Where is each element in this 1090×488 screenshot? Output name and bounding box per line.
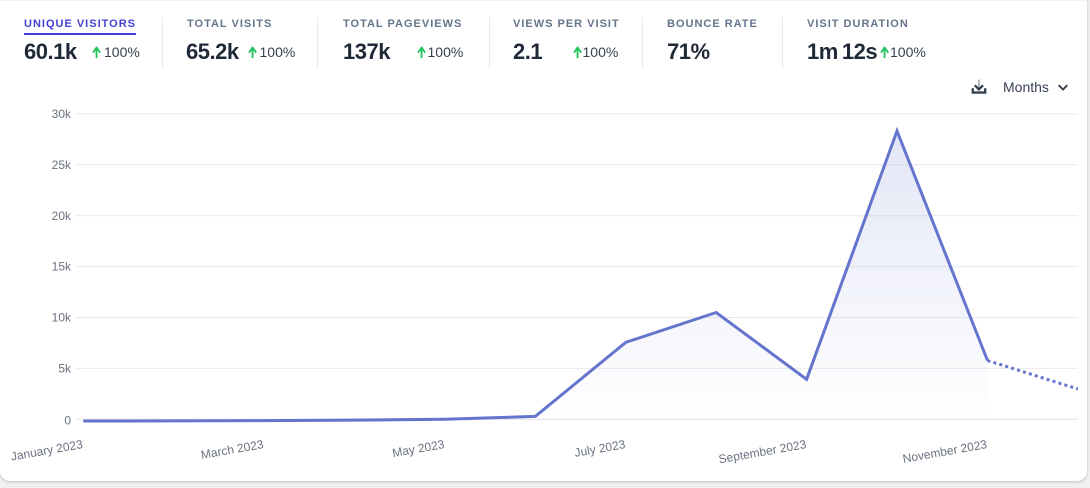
svg-text:25k: 25k: [52, 158, 72, 172]
svg-text:November 2023: November 2023: [902, 437, 989, 466]
svg-text:September 2023: September 2023: [718, 437, 808, 466]
svg-text:15k: 15k: [52, 260, 72, 274]
svg-text:20k: 20k: [52, 209, 72, 223]
svg-text:July 2023: July 2023: [573, 437, 626, 460]
svg-text:10k: 10k: [52, 311, 72, 325]
svg-text:May 2023: May 2023: [391, 437, 446, 460]
svg-text:January 2023: January 2023: [10, 437, 84, 463]
svg-text:30k: 30k: [52, 107, 72, 121]
svg-text:0: 0: [64, 414, 71, 428]
svg-text:March 2023: March 2023: [200, 437, 265, 462]
svg-text:5k: 5k: [58, 362, 72, 376]
